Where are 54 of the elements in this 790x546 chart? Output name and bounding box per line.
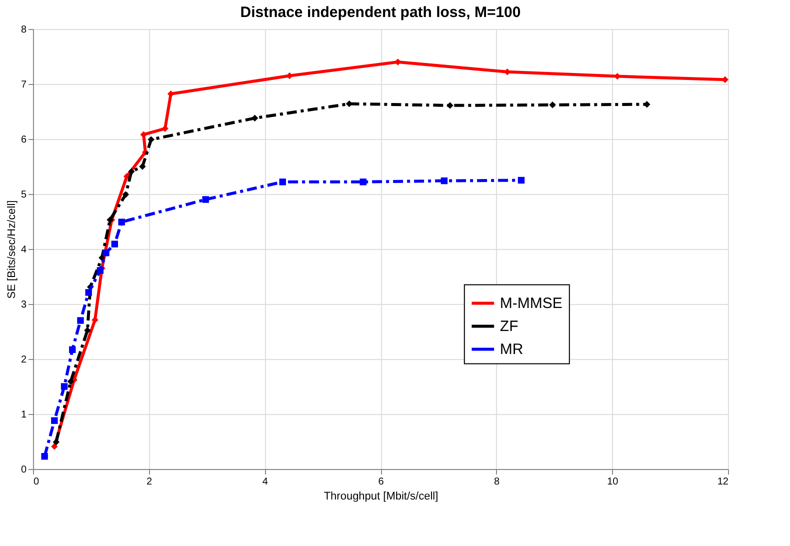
point — [140, 131, 147, 138]
y-tick-label: 2 — [20, 354, 27, 366]
point — [549, 102, 556, 108]
y-tick-label: 3 — [20, 300, 27, 310]
legend-label: MR — [500, 341, 524, 358]
point — [92, 316, 98, 324]
point — [41, 452, 48, 460]
point — [98, 254, 106, 262]
y-axis-title: SE [Bits/sec/Hz/cell] — [6, 200, 18, 299]
x-axis-title: Throughput [Mbit/s/cell] — [324, 490, 438, 502]
point — [118, 218, 125, 226]
point — [518, 176, 525, 184]
point — [202, 196, 209, 203]
point — [251, 114, 258, 122]
point — [77, 317, 84, 324]
point — [440, 177, 448, 184]
legend-label: ZF — [500, 318, 518, 336]
y-tick-label: 7 — [20, 80, 27, 90]
y-tick-label: 5 — [20, 190, 27, 200]
point — [85, 289, 92, 296]
y-tick-label: 8 — [20, 24, 27, 36]
x-tick-label: 4 — [262, 476, 268, 488]
chart-title: Distnace independent path loss, M=100 — [240, 4, 521, 21]
y-tick-label: 4 — [20, 244, 27, 256]
point — [84, 327, 91, 334]
point — [148, 136, 155, 143]
point — [286, 72, 293, 80]
point — [644, 100, 650, 108]
x-tick-label: 6 — [378, 476, 384, 488]
point — [102, 249, 110, 256]
point — [67, 378, 74, 385]
y-tick-label: 1 — [20, 410, 27, 420]
point — [69, 346, 76, 354]
point — [279, 178, 286, 186]
x-tick-label: 12 — [717, 476, 729, 488]
point — [128, 168, 135, 175]
point — [122, 191, 130, 198]
x-tick-label: 2 — [146, 476, 153, 488]
x-tick-label: 8 — [494, 476, 500, 488]
y-tick-label: 0 — [20, 464, 27, 476]
point — [111, 240, 118, 248]
y-tick-label: 6 — [20, 134, 27, 146]
point — [60, 383, 68, 390]
point — [51, 417, 58, 424]
x-tick-label: 10 — [607, 476, 619, 488]
point — [446, 102, 454, 109]
x-tick-label: 0 — [34, 476, 40, 488]
point — [394, 58, 402, 66]
legend-label: M-MMSE — [500, 295, 562, 312]
point — [139, 163, 146, 170]
point — [96, 267, 104, 274]
point — [162, 125, 168, 132]
point — [52, 438, 60, 446]
point — [360, 178, 366, 186]
